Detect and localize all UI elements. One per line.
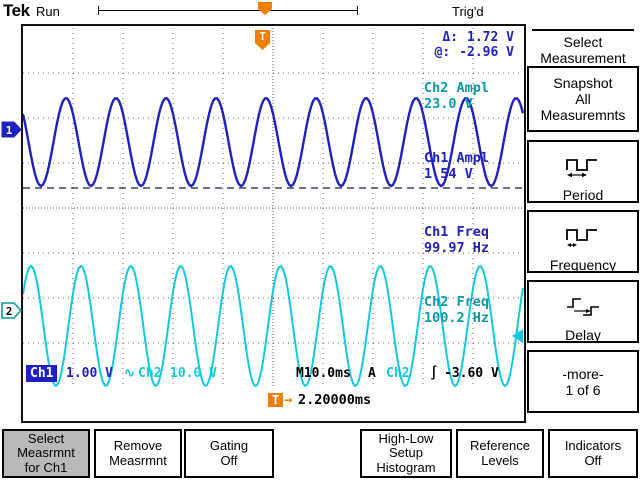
ch1-scale-value: 1.00 V — [66, 366, 113, 381]
menu-snapshot-all-measurements[interactable]: Snapshot All Measuremnts — [527, 66, 639, 132]
graticule-svg: T — [23, 28, 524, 388]
delay-waveform-icon — [565, 280, 601, 321]
bottom-menu-reference-levels[interactable]: Reference Levels — [456, 429, 544, 478]
bottom-menu-select-measrmnt[interactable]: Select Measrmnt for Ch1 — [2, 429, 90, 478]
menu-delay-label: Delay — [565, 327, 601, 343]
bottom-menu-gating[interactable]: Gating Off — [184, 429, 274, 478]
trigger-position-marker — [258, 2, 272, 15]
period-waveform-icon — [565, 140, 601, 181]
measurement-ch1-ampl: Ch1 Ampl 1.54 V — [424, 150, 490, 182]
trigger-t-marker — [255, 30, 270, 43]
trigger-level-readout: -3.60 V — [444, 366, 499, 381]
bottom-menu-high-low-setup[interactable]: High-Low Setup Histogram — [360, 429, 452, 478]
ch2-scale-value: 10.0 V — [170, 366, 217, 381]
delay-trigger-icon: T — [268, 393, 284, 407]
at-label: @: — [434, 45, 451, 60]
ch2-scale-label: Ch2 — [138, 366, 162, 381]
trigger-level-arrow — [512, 329, 523, 343]
coupling-symbol: ∿ — [124, 366, 135, 381]
menu-delay[interactable]: Delay — [527, 280, 639, 343]
frequency-waveform-icon — [565, 210, 601, 251]
menu-frequency-label: Frequency — [549, 257, 617, 273]
delay-arrow-icon: → — [284, 392, 293, 408]
measurement-ch2-ampl: Ch2 Ampl 23.0 V — [424, 80, 490, 112]
bottom-menu-remove-measrmnt[interactable]: Remove Measrmnt — [94, 429, 182, 478]
measurement-ch2-freq: Ch2 Freq 100.2 Hz — [424, 294, 490, 326]
measurement-ch1-freq: Ch1 Freq 99.97 Hz — [424, 224, 490, 256]
delta-value: 1.72 V — [467, 30, 514, 45]
tek-logo: Tek — [3, 1, 30, 20]
ch1-trace — [23, 97, 524, 188]
trigger-source: Ch2 — [386, 366, 410, 381]
side-menu-title: Select Measurement — [527, 29, 639, 66]
ch2-position-marker: 2 — [1, 302, 23, 319]
ch2-trace — [23, 264, 524, 388]
delta-label: Δ: — [442, 30, 459, 45]
record-view-end-tick — [357, 6, 358, 15]
timebase-readout: M10.0ms — [296, 366, 351, 381]
cursor-readout: Δ: 1.72 V @: -2.96 V — [378, 30, 514, 60]
trigger-status: Trig'd — [452, 4, 484, 19]
ch2-marker-label: 2 — [6, 305, 13, 318]
trigger-t-marker-point — [255, 43, 270, 50]
graticule-area: T — [21, 24, 526, 423]
ch1-marker-label: 1 — [6, 124, 13, 137]
ch1-scale-badge: Ch1 — [26, 365, 58, 382]
acquisition-status: Run — [36, 4, 60, 19]
menu-frequency[interactable]: Frequency — [527, 210, 639, 273]
trigger-mode: A — [368, 366, 376, 381]
menu-period-label: Period — [562, 187, 604, 203]
side-menu-title-text: Select Measurement — [532, 29, 634, 66]
record-view-bar — [98, 10, 358, 11]
delay-time-readout: 2.20000ms — [298, 392, 372, 408]
at-value: -2.96 V — [459, 45, 514, 60]
record-view-start-tick — [98, 6, 99, 15]
bottom-menu-indicators[interactable]: Indicators Off — [548, 429, 638, 478]
ch1-position-marker: 1 — [1, 121, 23, 138]
trigger-t-label: T — [259, 30, 266, 43]
trigger-slope-icon: ∫ — [430, 366, 438, 381]
menu-period[interactable]: Period — [527, 140, 639, 203]
menu-more-pages[interactable]: -more- 1 of 6 — [527, 350, 639, 413]
